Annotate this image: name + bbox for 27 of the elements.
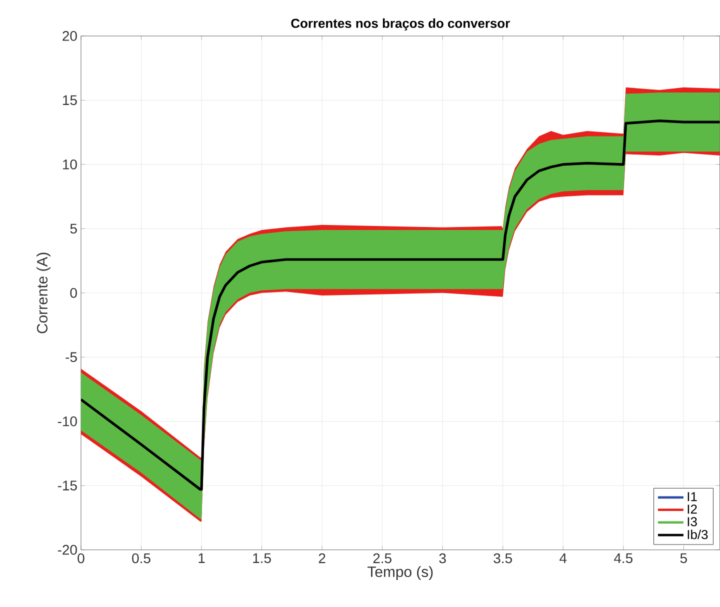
chart-title: Correntes nos braços do conversor (291, 18, 510, 31)
x-tick-label: 0.5 (132, 553, 150, 564)
x-tick-label: 3 (439, 553, 446, 564)
x-tick-label: 3.5 (494, 553, 512, 564)
x-tick-label: 2 (318, 553, 326, 564)
y-tick-label: 15 (63, 95, 77, 106)
x-tick-label: 1.5 (253, 553, 271, 564)
legend-label: Ib/3 (688, 530, 708, 540)
y-tick-label: 10 (63, 160, 77, 170)
x-tick-label: 5 (680, 553, 687, 564)
legend-label: I1 (688, 492, 697, 502)
y-tick-label: -15 (58, 480, 77, 491)
x-tick-label: 2.5 (373, 553, 392, 564)
legend-label: I2 (688, 504, 697, 514)
x-tick-label: 4.5 (614, 553, 632, 564)
x-tick-label: 1 (198, 553, 205, 564)
x-tick-label: 0 (78, 553, 84, 564)
y-tick-label: -5 (66, 352, 77, 362)
x-tick-label: 4 (560, 553, 567, 564)
y-tick-label: 0 (70, 288, 77, 298)
y-tick-label: 5 (70, 224, 77, 234)
x-axis-title: Tempo (s) (368, 566, 433, 580)
y-tick-label: -10 (58, 416, 77, 426)
y-tick-label: 20 (62, 31, 77, 42)
y-axis-title: Corrente (A) (36, 252, 50, 334)
legend-label: I3 (688, 517, 697, 526)
y-tick-label: -20 (58, 544, 77, 555)
